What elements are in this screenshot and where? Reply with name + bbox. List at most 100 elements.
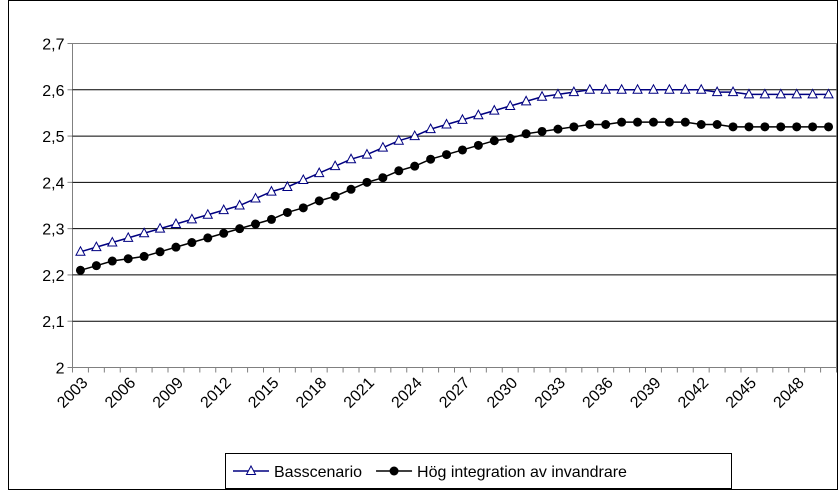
data-marker [202,208,214,219]
data-marker [728,122,738,132]
data-marker [807,88,818,99]
data-marker [377,141,389,152]
data-marker [346,184,356,194]
data-marker [245,464,257,475]
data-marker [441,118,452,129]
data-marker [410,161,420,171]
data-marker [824,122,834,132]
data-marker [203,233,213,243]
legend-label: Basscenario [274,464,362,481]
y-tick-label: 2,2 [42,268,64,285]
data-marker [122,231,134,242]
legend-box [225,453,732,489]
data-marker [393,134,405,145]
data-marker [75,265,85,275]
data-marker [775,88,787,99]
data-marker [389,466,399,476]
data-marker [823,88,834,99]
data-marker [425,123,436,134]
data-marker [633,117,643,127]
data-marker [362,177,372,187]
data-marker [314,196,324,206]
data-marker [394,166,404,176]
data-marker [664,83,675,94]
y-tick-label: 2,3 [42,222,64,239]
data-marker [329,160,341,171]
data-marker [504,99,516,110]
data-marker [123,254,133,264]
data-marker [138,227,150,238]
data-marker [585,120,595,129]
data-marker [743,88,755,99]
data-marker [345,153,357,164]
y-tick-label: 2 [56,361,65,378]
data-marker [695,83,707,94]
data-marker [139,251,149,261]
data-marker [552,88,564,99]
data-marker [107,256,117,266]
data-marker [409,130,421,141]
data-marker [584,83,596,94]
data-marker [712,120,722,129]
data-marker [170,217,182,229]
plot-area [72,43,837,368]
data-marker [218,204,230,215]
data-marker [792,122,802,132]
data-marker [569,122,579,132]
data-marker [808,122,818,132]
y-tick-label: 2,7 [42,37,64,54]
y-tick-label: 2,5 [42,129,64,146]
data-marker [537,126,547,136]
data-marker [187,238,197,248]
data-marker [617,117,627,127]
data-marker [186,213,198,224]
data-marker [632,83,643,94]
data-marker [616,83,627,94]
data-marker [488,104,500,115]
y-tick-label: 2,4 [42,175,64,192]
data-marker [378,173,388,183]
data-marker [298,203,308,213]
data-marker [154,222,166,233]
data-marker [791,88,803,99]
data-marker [520,95,532,106]
data-marker [553,124,563,134]
data-marker [727,86,739,97]
data-marker [568,86,580,97]
data-marker [664,117,674,127]
data-marker [457,113,468,124]
data-marker [505,133,515,143]
data-marker [679,83,691,94]
data-marker [282,180,293,191]
data-marker [234,199,245,210]
data-marker [251,219,261,229]
data-marker [473,109,484,120]
data-marker [219,228,229,238]
data-marker [250,192,261,203]
data-marker [648,117,658,127]
data-marker [442,150,452,160]
legend-label: Hög integration av invandrare [417,464,627,481]
data-marker [426,154,436,164]
data-marker [744,122,754,132]
data-marker [155,247,165,257]
data-marker [457,145,467,155]
y-tick-label: 2,6 [42,83,64,100]
data-marker [91,241,102,252]
data-marker [473,140,483,150]
data-marker [760,122,770,132]
data-marker [711,86,723,97]
y-tick-label: 2,1 [42,314,64,331]
data-marker [776,122,786,132]
data-marker [600,83,612,94]
data-marker [536,90,548,101]
data-marker [75,245,86,256]
data-marker [91,261,101,271]
data-marker [313,167,325,178]
data-marker [601,120,611,129]
data-marker [297,173,309,185]
data-marker [282,207,292,217]
legend: Basscenario Hög integration av invandrare [225,453,732,489]
data-marker [759,88,771,99]
